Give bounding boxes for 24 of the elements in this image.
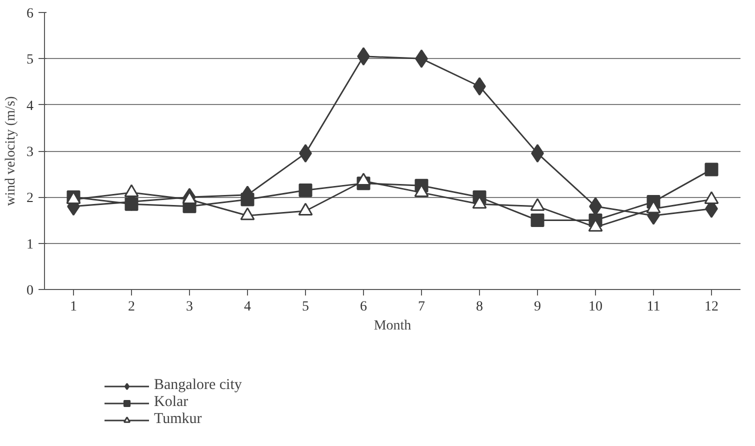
x-tick-label: 7 — [418, 300, 425, 314]
y-tick-label: 2 — [26, 191, 34, 206]
x-tick-label: 2 — [128, 300, 135, 314]
y-tick-label: 4 — [26, 98, 34, 114]
x-tick-label: 11 — [646, 300, 660, 314]
y-tick-label: 6 — [26, 6, 34, 22]
legend-label: Bangalore city — [154, 377, 242, 394]
x-tick-label: 5 — [302, 300, 309, 314]
x-tick-label: 12 — [704, 300, 718, 314]
x-tick-label: 8 — [476, 300, 483, 314]
x-tick-label: 1 — [70, 300, 77, 314]
x-tick-label: 10 — [588, 300, 602, 314]
x-axis-title: Month — [374, 318, 412, 334]
x-tick-label: 9 — [534, 300, 541, 314]
y-tick-label: 3 — [26, 145, 34, 160]
x-tick-label: 6 — [360, 300, 367, 314]
y-tick-label: 1 — [26, 237, 34, 252]
legend-label: Kolar — [154, 394, 188, 411]
y-axis-title: wind velocity (m/s) — [4, 96, 18, 206]
x-tick-label: 4 — [244, 300, 251, 314]
y-tick-label: 5 — [26, 52, 34, 68]
legend-label: Tumkur — [154, 411, 202, 428]
y-tick-label: 0 — [26, 284, 34, 298]
x-tick-label: 3 — [186, 300, 193, 314]
